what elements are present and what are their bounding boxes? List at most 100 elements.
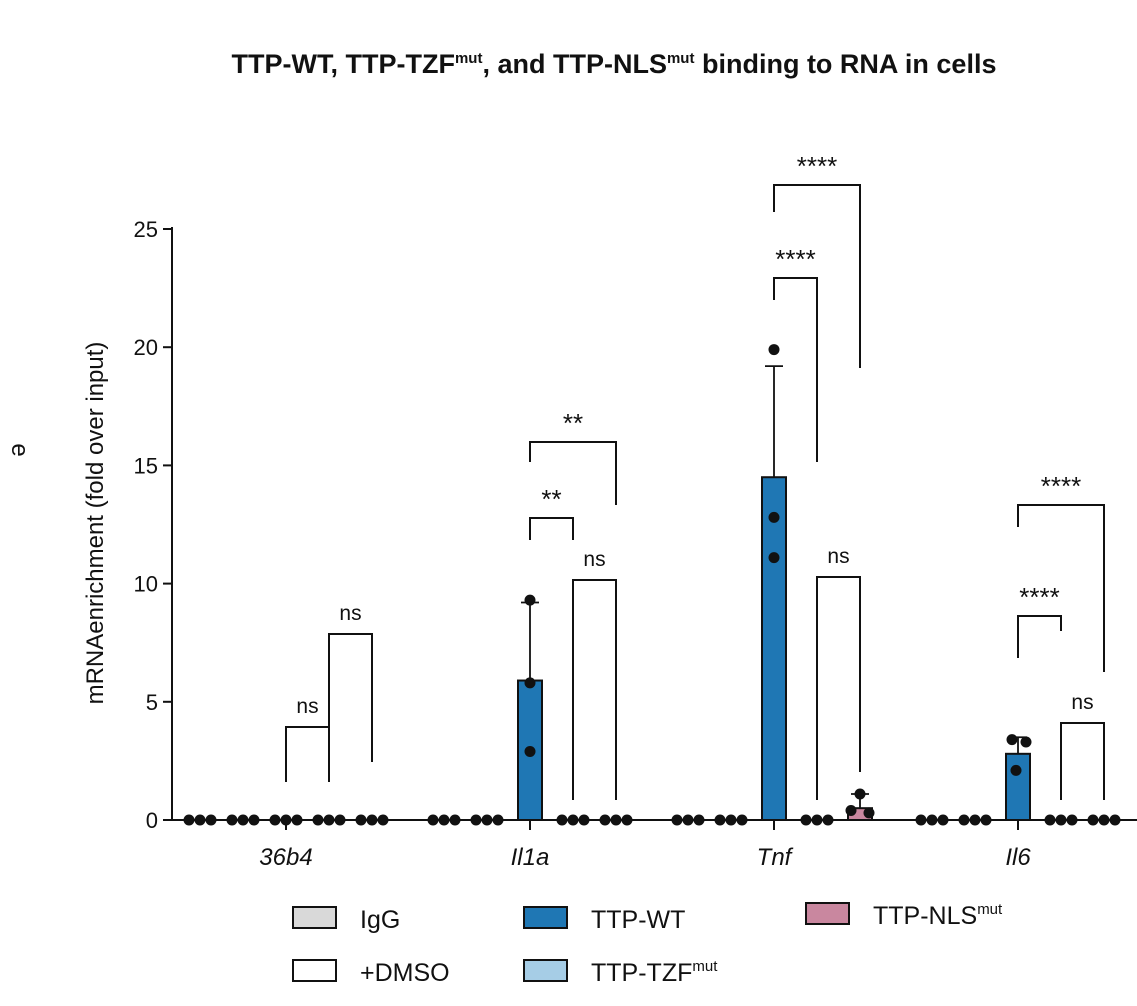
- legend-label: TTP-TZFmut: [591, 958, 718, 987]
- data-point: [237, 814, 249, 826]
- data-point: [937, 814, 949, 826]
- significance-label: ns: [339, 602, 361, 625]
- data-point: [1098, 814, 1110, 826]
- significance-bracket: [285, 726, 330, 782]
- y-tick-label: 10: [134, 572, 158, 597]
- legend: IgG +DMSO TTP-WT TTP-TZFmut TTP-NLSmut: [292, 901, 1003, 987]
- data-point: [725, 814, 737, 826]
- data-point: [980, 814, 992, 826]
- y-axis: 0 5 10 15 20 25: [134, 217, 173, 833]
- data-point: [1087, 814, 1099, 826]
- significance-bracket: [529, 441, 617, 505]
- data-point: [280, 814, 292, 826]
- data-point: [524, 594, 536, 606]
- legend-label: IgG: [360, 906, 400, 934]
- data-point: [366, 814, 378, 826]
- stray-glyph: e: [6, 443, 33, 456]
- legend-item: TTP-NLSmut: [805, 901, 1003, 930]
- data-point: [969, 814, 981, 826]
- bar: [761, 476, 787, 821]
- data-point: [621, 814, 633, 826]
- legend-swatch: [805, 902, 850, 925]
- data-point: [800, 814, 812, 826]
- data-point: [194, 814, 206, 826]
- data-point: [610, 814, 622, 826]
- significance-bracket: [1060, 722, 1105, 800]
- data-point: [226, 814, 238, 826]
- significance-label: ****: [797, 151, 837, 181]
- data-point: [1020, 736, 1032, 748]
- data-point: [845, 805, 857, 817]
- significance-bracket: [1017, 615, 1062, 658]
- data-point: [449, 814, 461, 826]
- legend-swatch: [292, 959, 337, 982]
- data-point: [736, 814, 748, 826]
- data-point: [578, 814, 590, 826]
- data-point: [1066, 814, 1078, 826]
- significance-bracket: [572, 579, 617, 800]
- data-point: [915, 814, 927, 826]
- data-point: [854, 788, 866, 800]
- significance-bracket: [529, 517, 574, 540]
- x-tick-label: Il1a: [511, 844, 550, 871]
- significance-bracket: [773, 184, 861, 368]
- data-point: [1109, 814, 1121, 826]
- legend-label: TTP-WT: [591, 906, 685, 934]
- data-point: [567, 814, 579, 826]
- data-point: [714, 814, 726, 826]
- bar: [1005, 752, 1031, 821]
- data-point: [524, 677, 536, 689]
- significance-bracket: [1017, 504, 1105, 672]
- legend-item: TTP-WT: [523, 906, 685, 934]
- data-point: [470, 814, 482, 826]
- data-point: [822, 814, 834, 826]
- y-tick-label: 25: [134, 217, 158, 242]
- legend-swatch: [292, 906, 337, 929]
- data-point: [248, 814, 260, 826]
- legend-label: TTP-NLSmut: [873, 901, 1003, 930]
- data-point: [958, 814, 970, 826]
- significance-label: **: [563, 408, 583, 438]
- data-point: [863, 807, 875, 819]
- bars: [517, 476, 1031, 821]
- data-point: [1044, 814, 1056, 826]
- significance-bracket: [328, 633, 373, 782]
- significance-label: ****: [1019, 582, 1059, 612]
- y-tick-label: 0: [146, 808, 158, 833]
- chart-title: TTP-WT, TTP-TZFmut, and TTP-NLSmut bindi…: [232, 49, 997, 79]
- x-tick-label: 36b4: [259, 844, 312, 871]
- legend-label: +DMSO: [360, 959, 450, 987]
- data-point: [334, 814, 346, 826]
- x-tick-label: Il6: [1005, 844, 1031, 871]
- x-axis: 36b4 Il1a Tnf Il6: [172, 819, 1137, 871]
- data-point: [323, 814, 335, 826]
- significance-bracket: [773, 277, 818, 462]
- data-point: [811, 814, 823, 826]
- data-point: [492, 814, 504, 826]
- significance-label: ns: [1071, 691, 1093, 714]
- y-tick-label: 15: [134, 453, 158, 478]
- data-point: [377, 814, 389, 826]
- y-tick-label: 5: [146, 690, 158, 715]
- data-points: [183, 344, 1121, 826]
- significance-bracket: [816, 576, 861, 800]
- data-point: [693, 814, 705, 826]
- data-point: [205, 814, 217, 826]
- y-tick-label: 20: [134, 335, 158, 360]
- data-point: [556, 814, 568, 826]
- legend-swatch: [523, 959, 568, 982]
- significance-label: ns: [827, 545, 849, 568]
- data-point: [269, 814, 281, 826]
- data-point: [768, 344, 780, 356]
- legend-item: +DMSO: [292, 959, 450, 987]
- significance-label: ns: [583, 548, 605, 571]
- data-point: [524, 745, 536, 757]
- data-point: [438, 814, 450, 826]
- data-point: [481, 814, 493, 826]
- significance-label: ****: [775, 244, 815, 274]
- legend-item: IgG: [292, 906, 400, 934]
- data-point: [926, 814, 938, 826]
- data-point: [1006, 734, 1018, 746]
